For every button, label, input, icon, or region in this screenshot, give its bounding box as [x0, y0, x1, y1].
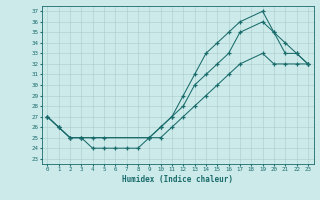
- X-axis label: Humidex (Indice chaleur): Humidex (Indice chaleur): [122, 175, 233, 184]
